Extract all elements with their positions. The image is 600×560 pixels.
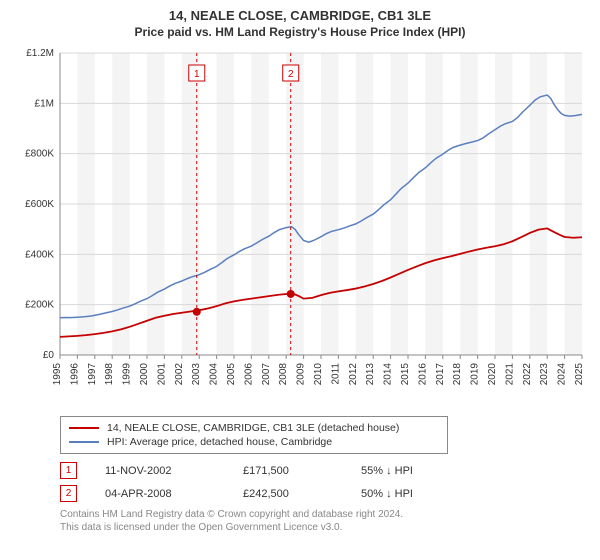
svg-text:2012: 2012 — [348, 363, 359, 386]
page-title: 14, NEALE CLOSE, CAMBRIDGE, CB1 3LE — [12, 8, 588, 23]
svg-text:2007: 2007 — [261, 363, 272, 386]
svg-text:1995: 1995 — [52, 363, 63, 386]
svg-text:2020: 2020 — [487, 363, 498, 386]
svg-text:2014: 2014 — [383, 363, 394, 386]
svg-text:2017: 2017 — [435, 363, 446, 386]
svg-text:£800K: £800K — [25, 149, 54, 160]
svg-text:2022: 2022 — [522, 363, 533, 386]
svg-text:2002: 2002 — [174, 363, 185, 386]
legend-item: 14, NEALE CLOSE, CAMBRIDGE, CB1 3LE (det… — [69, 421, 439, 435]
svg-text:1998: 1998 — [104, 363, 115, 386]
svg-text:£1M: £1M — [35, 98, 54, 109]
svg-text:1996: 1996 — [69, 363, 80, 386]
marker-date: 11-NOV-2002 — [105, 465, 215, 477]
legend-swatch — [69, 441, 99, 443]
legend-label: HPI: Average price, detached house, Camb… — [107, 436, 332, 448]
page-subtitle: Price paid vs. HM Land Registry's House … — [12, 25, 588, 39]
svg-text:2003: 2003 — [191, 363, 202, 386]
legend-label: 14, NEALE CLOSE, CAMBRIDGE, CB1 3LE (det… — [107, 422, 399, 434]
svg-text:£0: £0 — [43, 350, 55, 361]
svg-text:1: 1 — [194, 69, 200, 80]
legend: 14, NEALE CLOSE, CAMBRIDGE, CB1 3LE (det… — [60, 416, 448, 454]
footnote-line2: This data is licensed under the Open Gov… — [60, 521, 588, 534]
marker-row: 2 04-APR-2008 £242,500 50% ↓ HPI — [60, 485, 588, 502]
svg-text:2006: 2006 — [243, 363, 254, 386]
legend-swatch — [69, 427, 99, 429]
marker-badge: 2 — [60, 485, 77, 502]
svg-text:2024: 2024 — [557, 363, 568, 386]
svg-text:2001: 2001 — [156, 363, 167, 386]
marker-row: 1 11-NOV-2002 £171,500 55% ↓ HPI — [60, 462, 588, 479]
svg-text:£400K: £400K — [25, 249, 54, 260]
svg-text:2013: 2013 — [365, 363, 376, 386]
svg-text:2000: 2000 — [139, 363, 150, 386]
svg-text:2025: 2025 — [574, 363, 585, 386]
svg-text:2009: 2009 — [296, 363, 307, 386]
svg-text:2016: 2016 — [417, 363, 428, 386]
svg-text:2023: 2023 — [539, 363, 550, 386]
footnote: Contains HM Land Registry data © Crown c… — [60, 508, 588, 534]
svg-text:2008: 2008 — [278, 363, 289, 386]
svg-text:£1.2M: £1.2M — [26, 48, 54, 59]
svg-text:2010: 2010 — [313, 363, 324, 386]
svg-text:2004: 2004 — [209, 363, 220, 386]
marker-date: 04-APR-2008 — [105, 488, 215, 500]
svg-text:2018: 2018 — [452, 363, 463, 386]
marker-price: £242,500 — [243, 488, 333, 500]
svg-text:£200K: £200K — [25, 300, 54, 311]
svg-text:2015: 2015 — [400, 363, 411, 386]
marker-price: £171,500 — [243, 465, 333, 477]
svg-text:2011: 2011 — [330, 363, 341, 385]
legend-item: HPI: Average price, detached house, Camb… — [69, 435, 439, 449]
marker-pct: 55% ↓ HPI — [361, 465, 413, 477]
marker-pct: 50% ↓ HPI — [361, 488, 413, 500]
svg-text:2: 2 — [288, 69, 294, 80]
chart: £0 £200K £400K £600K £800K £1M £1.2M 1995 1996 19… — [12, 45, 588, 410]
footnote-line1: Contains HM Land Registry data © Crown c… — [60, 508, 588, 521]
svg-text:1999: 1999 — [122, 363, 133, 386]
svg-text:2021: 2021 — [504, 363, 515, 386]
svg-text:1997: 1997 — [87, 363, 98, 386]
marker-table: 1 11-NOV-2002 £171,500 55% ↓ HPI 2 04-APR-200… — [60, 462, 588, 502]
svg-text:2005: 2005 — [226, 363, 237, 386]
marker-badge: 1 — [60, 462, 77, 479]
svg-text:£600K: £600K — [25, 199, 54, 210]
svg-text:2019: 2019 — [470, 363, 481, 386]
